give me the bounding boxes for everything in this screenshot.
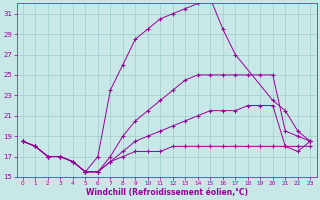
X-axis label: Windchill (Refroidissement éolien,°C): Windchill (Refroidissement éolien,°C) (85, 188, 248, 197)
